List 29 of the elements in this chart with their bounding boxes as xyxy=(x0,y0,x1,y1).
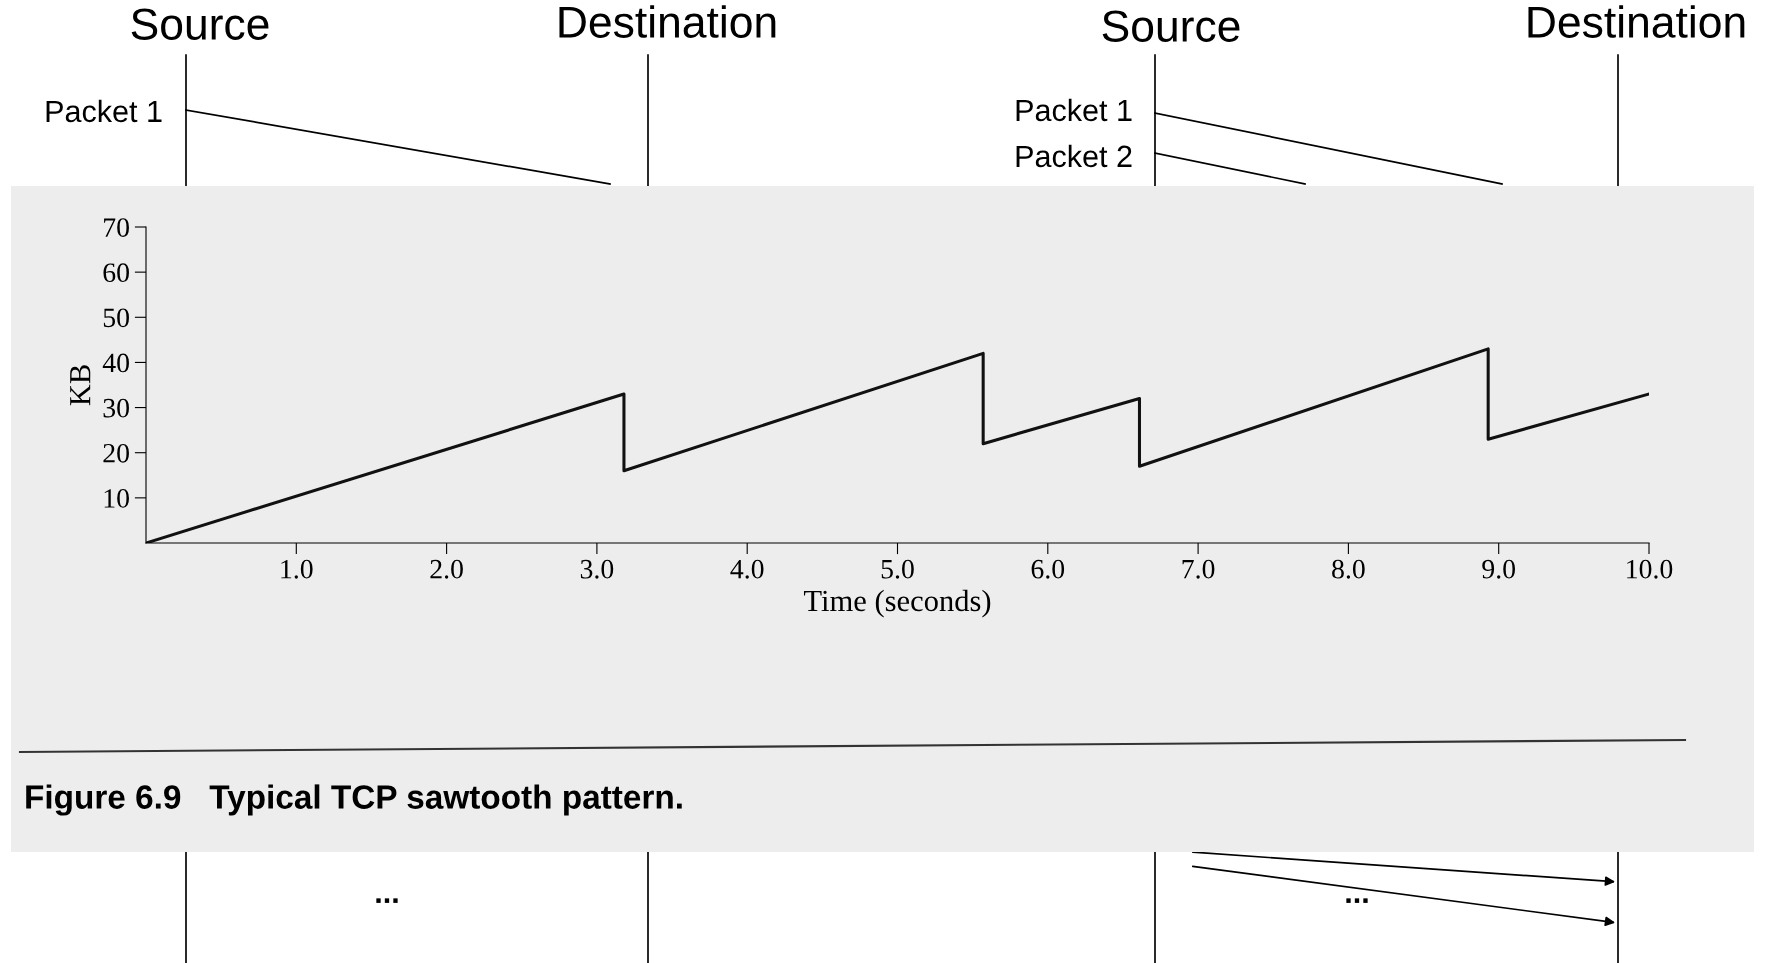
x-tick-label: 4.0 xyxy=(730,559,764,579)
text: Packet 2 xyxy=(1016,144,1132,168)
x-tick-label: 6.0 xyxy=(1031,559,1065,579)
x-tick-label: 5.0 xyxy=(881,559,914,579)
x-axis-title: Time (seconds) xyxy=(803,589,991,618)
y-tick-label: 30 xyxy=(103,398,129,418)
text: ... xyxy=(1346,898,1368,903)
x-tick-label: 7.0 xyxy=(1182,559,1215,579)
y-tick-label: 20 xyxy=(103,443,129,463)
y-tick-label: 40 xyxy=(102,353,129,373)
y-tick-label: 50 xyxy=(103,308,129,328)
text: Source xyxy=(131,8,269,40)
y-tick-label: 70 xyxy=(104,218,129,237)
text: Destination xyxy=(559,5,776,38)
text: Packet 1 xyxy=(46,99,162,123)
text: Destination xyxy=(1528,5,1745,38)
x-tick-label: 10.0 xyxy=(1627,559,1673,579)
y-tick-label: 10 xyxy=(104,489,129,508)
text: Packet 1 xyxy=(1016,98,1132,122)
x-tick-label: 2.0 xyxy=(430,559,463,579)
x-tick-label: 3.0 xyxy=(580,559,614,579)
y-tick-label: 60 xyxy=(103,263,129,283)
text: Source xyxy=(1102,10,1240,42)
text: ... xyxy=(376,898,398,903)
x-tick-label: 8.0 xyxy=(1332,559,1365,579)
caption: Figure 6.9 Typical TCP sawtooth pattern. xyxy=(26,784,682,816)
x-tick-label: 9.0 xyxy=(1482,559,1515,579)
y-axis-title: KB xyxy=(70,365,91,406)
x-tick-label: 1.0 xyxy=(281,559,313,579)
